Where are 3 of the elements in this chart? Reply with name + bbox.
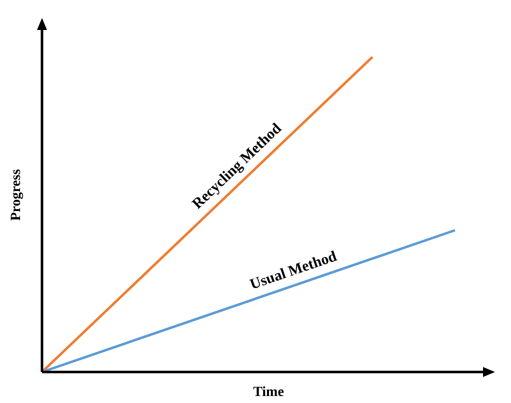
text: Usual Method: [248, 248, 340, 294]
y-axis-title: Progress: [9, 168, 24, 221]
x-axis-title: Time: [253, 385, 284, 400]
